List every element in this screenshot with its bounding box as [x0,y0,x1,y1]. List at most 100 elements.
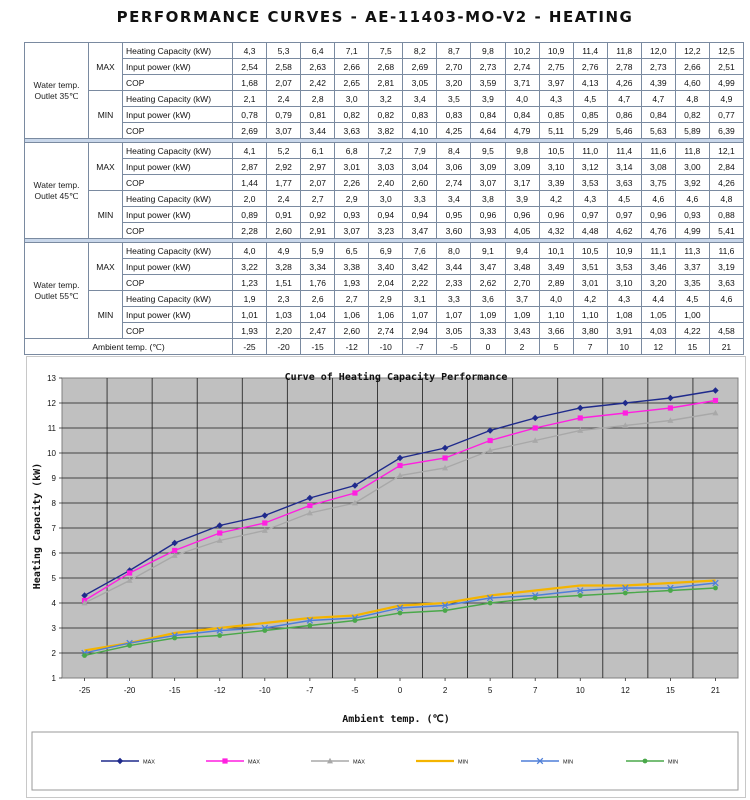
table-cell: 4,9 [708,90,745,107]
table-cell: 1,10 [572,306,608,323]
table-cell: 0,89 [231,206,268,223]
data-point [622,590,628,596]
row-label: COP [122,222,233,239]
table-cell: 4,39 [640,74,676,91]
data-point [126,577,133,583]
table-cell: 3,97 [538,74,574,91]
ambient-value: 2 [504,338,540,355]
table-cell: 1,9 [231,290,268,307]
table-cell: 10,2 [504,42,540,59]
legend-item: MIN [626,758,678,766]
data-point [307,623,313,628]
table-cell: 3,06 [436,158,472,175]
data-point [261,527,268,533]
table-cell: 4,22 [674,322,710,339]
table-cell: 1,68 [231,74,268,91]
table-cell: 5,2 [266,142,302,159]
table-cell: 2,97 [300,158,336,175]
table-cell: 2,60 [266,222,302,239]
data-point [486,427,494,434]
table-cell: 3,05 [436,322,472,339]
data-point [172,635,178,641]
data-point [222,758,228,764]
ambient-value: 12 [640,338,676,355]
ambient-value: 5 [538,338,574,355]
table-cell: 3,92 [674,174,710,191]
table-cell: 4,58 [708,322,745,339]
table-cell: 4,10 [402,122,438,139]
y-tick-label: 4 [52,599,57,608]
table-cell: 3,09 [470,158,506,175]
table-cell [708,306,745,323]
data-point [216,627,223,634]
table-cell: 3,39 [538,174,574,191]
table-cell: 11,0 [572,142,608,159]
table-cell: 4,8 [708,190,745,207]
table-cell: 2,22 [402,274,438,291]
table-cell: 3,07 [334,222,370,239]
table-cell: 7,6 [402,242,438,259]
data-point [351,482,359,489]
y-tick-label: 3 [52,624,57,633]
legend-label: MIN [458,760,468,766]
data-point [216,522,223,529]
table-row: MIN Heating Capacity (kW) 2,0 2,4 2,7 2,9 3,0 3… [25,190,745,239]
ambient-value: -25 [231,338,268,355]
table-cell: 3,3 [436,290,472,307]
chart-panel: 1 2 3 4 5 6 7 8 9 10 11 12 13 -25 -20 -15 -12 -10 -7 -5 0 2 5 7… [26,356,746,798]
table-cell: 1,23 [231,274,268,291]
table-cell: 3,34 [300,258,336,275]
table-cell: 3,91 [606,322,642,339]
table-cell: 0,77 [708,106,745,123]
y-tick-label: 12 [47,399,56,408]
table-cell: 2,81 [368,74,404,91]
table-cell: 2,62 [470,274,506,291]
table-cell: 0,91 [266,206,302,223]
data-point [396,454,404,462]
table-cell: 8,2 [402,42,438,59]
data-point [82,653,87,658]
table-cell: 3,82 [368,122,404,139]
legend-item: MIN [416,760,468,766]
data-point [81,592,88,599]
table-row: Input power (kW) 3,22 3,28 3,34 3,38 3,40 3,42… [25,258,745,275]
table-cell: 3,53 [606,258,642,275]
data-point [306,617,314,624]
table-cell: 3,71 [504,74,540,91]
table-cell: 0,93 [674,206,710,223]
data-point [712,397,719,404]
table-cell: 0,94 [402,206,438,223]
max-mode-label: MAX [88,242,123,291]
data-point [306,494,314,502]
ambient-value: -7 [402,338,438,355]
table-cell: 0,84 [470,106,506,123]
table-cell: 0,94 [368,206,404,223]
row-label: COP [122,174,233,191]
table-cell: 0,83 [402,106,438,123]
table-cell: 3,07 [266,122,302,139]
table-cell: 4,48 [572,222,608,239]
table-cell: 4,79 [504,122,540,139]
x-tick-label: 2 [443,686,448,695]
table-cell: 1,07 [402,306,438,323]
ambient-value: -5 [436,338,472,355]
table-cell: 6,5 [334,242,370,259]
table-cell: 3,07 [470,174,506,191]
table-cell: 2,51 [708,58,745,75]
table-cell: 1,05 [640,306,676,323]
data-point [172,547,178,554]
table-cell: 2,04 [368,274,404,291]
table-cell: 9,5 [470,142,506,159]
table-cell: 3,20 [436,74,472,91]
table-cell: 2,26 [334,174,370,191]
table-cell: 4,99 [708,74,745,91]
table-cell: 3,2 [368,90,404,107]
table-cell: 11,8 [674,142,710,159]
table-row: Input power (kW) 1,01 1,03 1,04 1,06 1,06 1,07… [25,306,745,323]
table-cell: 2,66 [334,58,370,75]
table-cell: 3,42 [402,258,438,275]
table-row: MIN Heating Capacity (kW) 1,9 2,3 2,6 2,7 2,9 3… [25,290,745,339]
table-cell: 3,51 [572,258,608,275]
data-point [217,530,223,536]
